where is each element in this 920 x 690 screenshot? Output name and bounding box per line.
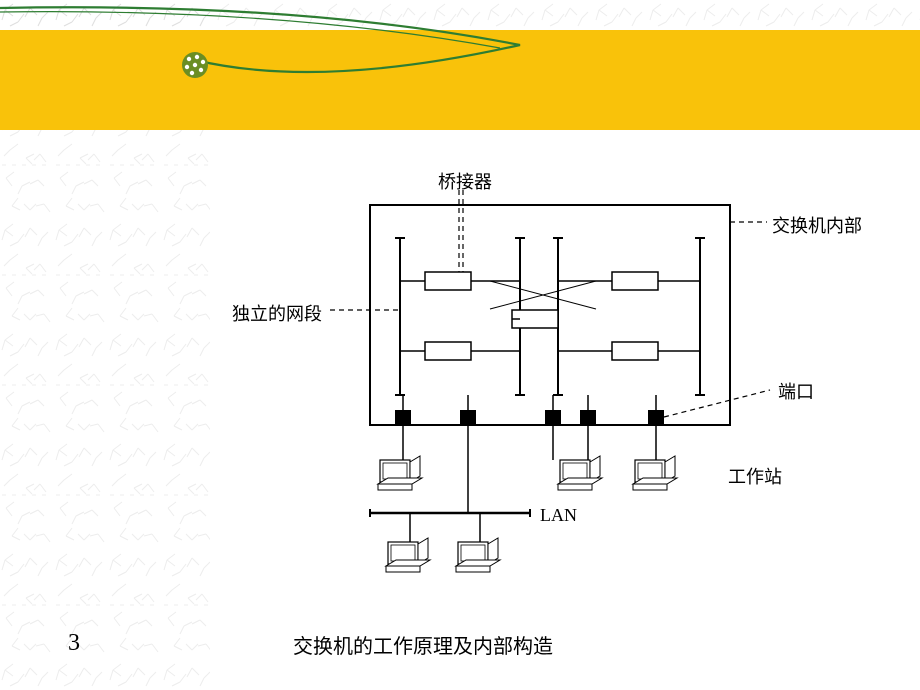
label-bridge: 桥接器 xyxy=(438,168,492,194)
label-segment: 独立的网段 xyxy=(232,300,322,326)
page-number: 3 xyxy=(68,630,80,657)
diagram-caption: 交换机的工作原理及内部构造 xyxy=(293,630,553,659)
label-lan: LAN xyxy=(540,505,577,526)
label-port: 端口 xyxy=(778,378,814,404)
label-switch-internal: 交换机内部 xyxy=(772,212,862,238)
label-workstation: 工作站 xyxy=(728,463,782,489)
switch-diagram xyxy=(0,0,920,690)
